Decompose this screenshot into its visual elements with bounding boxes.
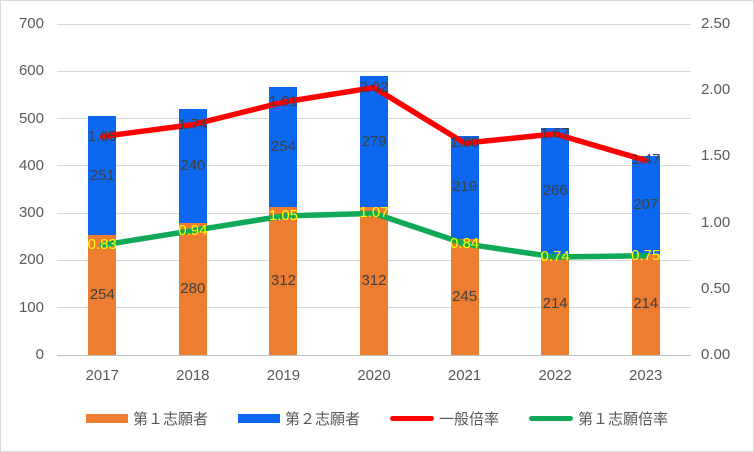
left-axis-tick-label: 500 [18, 109, 44, 127]
line-value-label: 1.47 [631, 151, 661, 169]
bar-value-label: 214 [542, 295, 568, 313]
bar-value-label: 207 [633, 195, 659, 213]
x-axis-tick-label: 2023 [629, 367, 663, 384]
line-value-label: 1.74 [178, 115, 208, 133]
left-axis-tick-label: 600 [18, 62, 44, 80]
line-value-label: 0.83 [87, 236, 117, 254]
right-axis-tick-label: 0.00 [701, 346, 731, 363]
x-axis-tick-label: 2018 [176, 367, 210, 384]
x-axis-tick-label: 2020 [357, 367, 391, 384]
bar-segment [541, 253, 570, 355]
left-axis-tick-label: 200 [18, 251, 44, 269]
right-axis-tick-label: 2.50 [701, 15, 731, 32]
legend-label: 第１志願者 [132, 411, 208, 428]
line-value-label: 0.74 [540, 248, 570, 266]
legend-bar-swatch-icon [85, 414, 128, 423]
bar-value-label: 214 [633, 295, 659, 313]
legend-label: 第１志願倍率 [578, 411, 669, 428]
line-value-label: 1.05 [268, 206, 299, 224]
gridline [57, 23, 691, 25]
legend-line-swatch-icon [529, 416, 574, 421]
legend-item: 第１志願倍率 [529, 408, 668, 429]
bar-value-label: 254 [89, 285, 115, 303]
legend-item: 第１志願者 [85, 408, 208, 429]
bar-value-label: 245 [452, 288, 478, 306]
left-axis-tick-label: 400 [18, 156, 44, 174]
x-axis-tick-label: 2017 [85, 367, 119, 384]
right-axis-tick-label: 0.50 [701, 279, 731, 297]
x-axis-tick-label: 2019 [266, 367, 301, 384]
legend-line-swatch-icon [390, 416, 434, 421]
bar-value-label: 254 [270, 138, 296, 156]
legend-label: 一般倍率 [439, 411, 500, 428]
right-axis-tick-label: 1.50 [701, 147, 731, 165]
line-value-label: 1.07 [359, 204, 389, 222]
line-value-label: 1.91 [268, 93, 299, 111]
gridline [57, 70, 691, 72]
legend-item: 第２志願者 [237, 408, 360, 429]
x-axis-tick-label: 2022 [538, 367, 572, 384]
legend-item: 一般倍率 [390, 408, 499, 429]
legend-label: 第２志願者 [284, 411, 360, 428]
line-value-label: 0.94 [178, 221, 208, 239]
right-axis-tick-label: 2.00 [701, 81, 731, 99]
line-value-label: 0.84 [449, 234, 480, 252]
bar-segment [631, 253, 660, 355]
right-axis-tick-label: 1.00 [701, 213, 731, 231]
bar-value-label: 240 [180, 156, 206, 174]
legend-bar-swatch-icon [237, 414, 280, 423]
line-value-label: 1.65 [87, 127, 117, 145]
x-axis-line [57, 354, 691, 356]
left-axis-tick-label: 0 [35, 346, 44, 363]
bar-value-label: 312 [361, 272, 387, 290]
left-axis-tick-label: 700 [18, 15, 44, 32]
bar-value-label: 219 [452, 178, 478, 196]
bar-value-label: 312 [270, 272, 296, 290]
x-axis-tick-label: 2021 [447, 367, 482, 384]
line-value-label: 1.60 [449, 134, 480, 152]
line-value-label: 2.02 [359, 78, 389, 96]
left-axis-tick-label: 100 [18, 298, 44, 316]
bar-value-label: 280 [180, 279, 206, 297]
bar-value-label: 251 [89, 166, 115, 184]
bar-value-label: 279 [361, 132, 387, 150]
line-value-label: 0.75 [631, 246, 661, 264]
bar-value-label: 266 [542, 181, 568, 199]
line-value-label: 1.67 [540, 124, 570, 142]
legend: 第１志願者 第２志願者 一般倍率 第１志願倍率 [1, 408, 753, 429]
left-axis-tick-label: 300 [18, 204, 44, 222]
